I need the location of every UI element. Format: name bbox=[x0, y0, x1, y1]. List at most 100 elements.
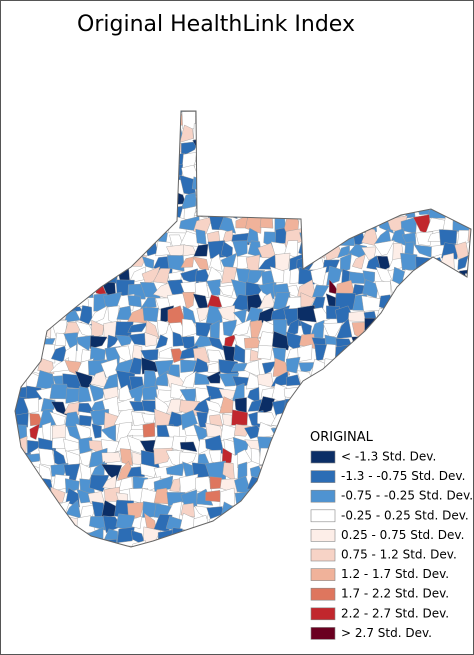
county-region bbox=[374, 343, 390, 366]
county-region bbox=[441, 344, 460, 365]
county-region bbox=[76, 111, 92, 112]
county-region bbox=[165, 462, 185, 477]
county-region bbox=[130, 127, 145, 144]
county-region bbox=[438, 294, 458, 313]
county-region bbox=[15, 291, 17, 313]
county-region bbox=[364, 386, 379, 405]
county-region bbox=[400, 281, 416, 299]
county-region bbox=[53, 528, 67, 547]
county-region bbox=[142, 307, 159, 323]
county-region bbox=[147, 113, 160, 131]
county-region bbox=[249, 349, 262, 362]
county-region bbox=[283, 151, 300, 169]
county-region bbox=[15, 204, 29, 216]
county-region bbox=[220, 111, 235, 128]
county-region bbox=[337, 203, 353, 222]
county-region bbox=[309, 398, 330, 417]
county-region bbox=[403, 423, 421, 443]
county-region bbox=[231, 111, 251, 114]
county-region bbox=[401, 163, 419, 181]
county-region bbox=[247, 528, 263, 545]
county-region bbox=[466, 545, 471, 547]
county-region bbox=[50, 123, 67, 143]
county-region bbox=[180, 359, 197, 373]
county-region bbox=[350, 370, 368, 386]
county-region bbox=[246, 503, 264, 521]
county-region bbox=[1, 216, 12, 235]
county-region bbox=[23, 111, 44, 129]
county-region bbox=[431, 136, 447, 157]
county-region bbox=[53, 200, 71, 222]
county-region bbox=[156, 123, 171, 138]
county-region bbox=[322, 411, 342, 427]
county-region bbox=[296, 190, 312, 207]
county-region bbox=[427, 384, 446, 403]
county-region bbox=[443, 178, 457, 192]
county-region bbox=[417, 191, 431, 204]
county-region bbox=[322, 322, 344, 338]
legend-swatch bbox=[310, 470, 336, 483]
legend-label: -0.25 - 0.25 Std. Dev. bbox=[341, 508, 469, 522]
county-region bbox=[117, 111, 132, 131]
county-region bbox=[456, 175, 471, 192]
county-region bbox=[454, 204, 471, 222]
county-region bbox=[297, 343, 313, 362]
legend-label: 2.2 - 2.7 Std. Dev. bbox=[341, 606, 449, 620]
county-region bbox=[400, 414, 421, 431]
county-region bbox=[323, 358, 342, 375]
county-region bbox=[269, 168, 291, 182]
county-region bbox=[101, 452, 122, 464]
county-region bbox=[259, 112, 277, 131]
county-region bbox=[261, 502, 272, 521]
county-region bbox=[37, 540, 53, 547]
county-region bbox=[323, 111, 343, 127]
county-region bbox=[67, 166, 79, 182]
county-region bbox=[116, 140, 135, 154]
county-region bbox=[24, 202, 44, 218]
county-region bbox=[90, 151, 109, 169]
county-region bbox=[465, 190, 471, 207]
county-region bbox=[388, 191, 406, 209]
county-region bbox=[78, 386, 92, 403]
county-region bbox=[403, 402, 417, 413]
county-region bbox=[15, 305, 26, 326]
county-region bbox=[217, 153, 235, 171]
county-region bbox=[204, 116, 225, 128]
county-region bbox=[29, 423, 40, 440]
county-region bbox=[274, 111, 288, 126]
county-region bbox=[127, 322, 149, 333]
county-region bbox=[282, 128, 302, 144]
county-region bbox=[102, 373, 119, 391]
county-region bbox=[335, 415, 355, 426]
county-region bbox=[365, 396, 382, 411]
county-region bbox=[431, 266, 442, 280]
county-region bbox=[206, 370, 221, 384]
county-region bbox=[284, 398, 303, 416]
county-region bbox=[38, 499, 58, 519]
county-region bbox=[232, 149, 250, 169]
county-region bbox=[105, 112, 123, 128]
county-region bbox=[259, 214, 274, 229]
county-region bbox=[15, 359, 18, 372]
county-region bbox=[245, 543, 263, 547]
county-region bbox=[90, 204, 106, 223]
county-region bbox=[309, 203, 328, 221]
county-region bbox=[316, 115, 330, 131]
county-region bbox=[15, 499, 18, 517]
county-region bbox=[156, 149, 172, 170]
county-region bbox=[284, 434, 303, 456]
county-region bbox=[15, 330, 31, 350]
county-region bbox=[441, 424, 460, 439]
county-region bbox=[309, 408, 330, 430]
county-region bbox=[340, 190, 353, 209]
county-region bbox=[314, 139, 324, 157]
county-region bbox=[426, 292, 444, 309]
county-region bbox=[235, 513, 249, 534]
county-region bbox=[454, 140, 467, 153]
county-region bbox=[403, 349, 421, 363]
county-region bbox=[140, 349, 159, 362]
county-region bbox=[143, 202, 160, 219]
county-region bbox=[283, 204, 301, 219]
county-region bbox=[426, 399, 442, 415]
county-region bbox=[193, 423, 208, 442]
